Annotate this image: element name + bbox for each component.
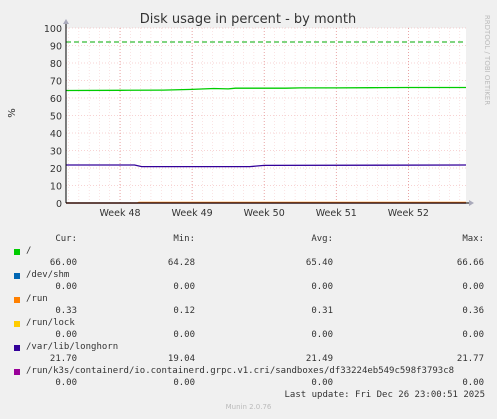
legend-value-avg: 0.00: [311, 282, 333, 292]
legend-value-min: 0.00: [173, 330, 195, 340]
chart: Disk usage in percent - by month % RRDTO…: [7, 12, 491, 219]
y-tick-label: 40: [50, 129, 62, 140]
legend-swatch: [14, 369, 20, 375]
y-tick-label: 20: [50, 164, 62, 175]
legend-swatch: [14, 297, 20, 303]
legend-value-avg: 65.40: [305, 258, 333, 268]
y-tick-label: 90: [50, 42, 62, 53]
legend-value-min: 19.04: [167, 354, 195, 364]
legend-header-max: Max:: [462, 234, 484, 244]
rrdtool-credit: RRDTOOL / TOBI OETIKER: [483, 15, 491, 105]
legend-value-cur: 0.00: [55, 330, 77, 340]
legend-series-name: /: [26, 246, 32, 256]
series-line: [65, 86, 466, 92]
axes: [63, 19, 474, 206]
legend-header-avg: Avg:: [311, 234, 333, 244]
footer-version: Munin 2.0.76: [225, 403, 272, 411]
y-tick-label: 10: [50, 182, 62, 193]
last-update: Last update: Fri Dec 26 23:00:51 2025: [284, 390, 485, 400]
legend-value-max: 0.00: [462, 282, 484, 292]
legend-value-min: 0.00: [173, 378, 195, 388]
y-axis-arrow: [63, 19, 69, 24]
legend-header-cur: Cur:: [55, 234, 77, 244]
legend-value-avg: 0.00: [311, 378, 333, 388]
x-axis-arrow: [469, 200, 474, 206]
y-tick-label: 60: [50, 94, 62, 105]
legend-value-min: 0.12: [173, 306, 195, 316]
series-line: [66, 164, 467, 168]
legend-value-cur: 0.00: [55, 378, 77, 388]
y-tick-label: 100: [44, 24, 62, 35]
legend-value-min: 64.28: [167, 258, 195, 268]
legend-value-cur: 0.00: [55, 282, 77, 292]
legend-swatch: [14, 321, 20, 327]
y-tick-labels: 0 10 20 30 40 50 60 70 80 90 100: [44, 24, 62, 210]
legend-value-max: 0.00: [462, 330, 484, 340]
x-tick-label: Week 50: [244, 208, 285, 219]
legend-header-min: Min:: [173, 234, 195, 244]
x-tick-label: Week 49: [172, 208, 213, 219]
x-tick-label: Week 52: [388, 208, 429, 219]
chart-title: Disk usage in percent - by month: [140, 12, 356, 27]
y-tick-label: 50: [50, 112, 62, 123]
x-tick-label: Week 51: [316, 208, 357, 219]
legend-value-max: 0.36: [462, 306, 484, 316]
legend-swatch: [14, 345, 20, 351]
legend-value-cur: 66.00: [49, 258, 77, 268]
legend-value-min: 0.00: [173, 282, 195, 292]
legend-value-cur: 21.70: [49, 354, 77, 364]
legend-value-max: 0.00: [462, 378, 484, 388]
legend-swatch: [14, 273, 20, 279]
y-axis-label: %: [7, 108, 18, 118]
legend-series-name: /run: [26, 294, 48, 304]
legend-value-max: 21.77: [456, 354, 484, 364]
y-tick-label: 80: [50, 59, 62, 70]
grid: [66, 27, 466, 204]
legend-series-name: /run/k3s/containerd/io.containerd.grpc.v…: [26, 366, 455, 376]
legend-series-name: /var/lib/longhorn: [26, 342, 119, 352]
y-tick-label: 30: [50, 147, 62, 158]
legend-value-cur: 0.33: [55, 306, 77, 316]
y-tick-label: 0: [56, 199, 62, 210]
legend-swatch: [14, 249, 20, 255]
x-tick-labels: Week 48 Week 49 Week 50 Week 51 Week 52: [99, 208, 428, 219]
legend-value-avg: 0.00: [311, 330, 333, 340]
legend-series-name: /dev/shm: [26, 270, 70, 280]
legend-series-name: /run/lock: [26, 318, 75, 328]
legend-value-avg: 0.31: [311, 306, 333, 316]
x-tick-label: Week 48: [99, 208, 140, 219]
legend-value-max: 66.66: [456, 258, 484, 268]
y-tick-label: 70: [50, 77, 62, 88]
legend-value-avg: 21.49: [305, 354, 333, 364]
